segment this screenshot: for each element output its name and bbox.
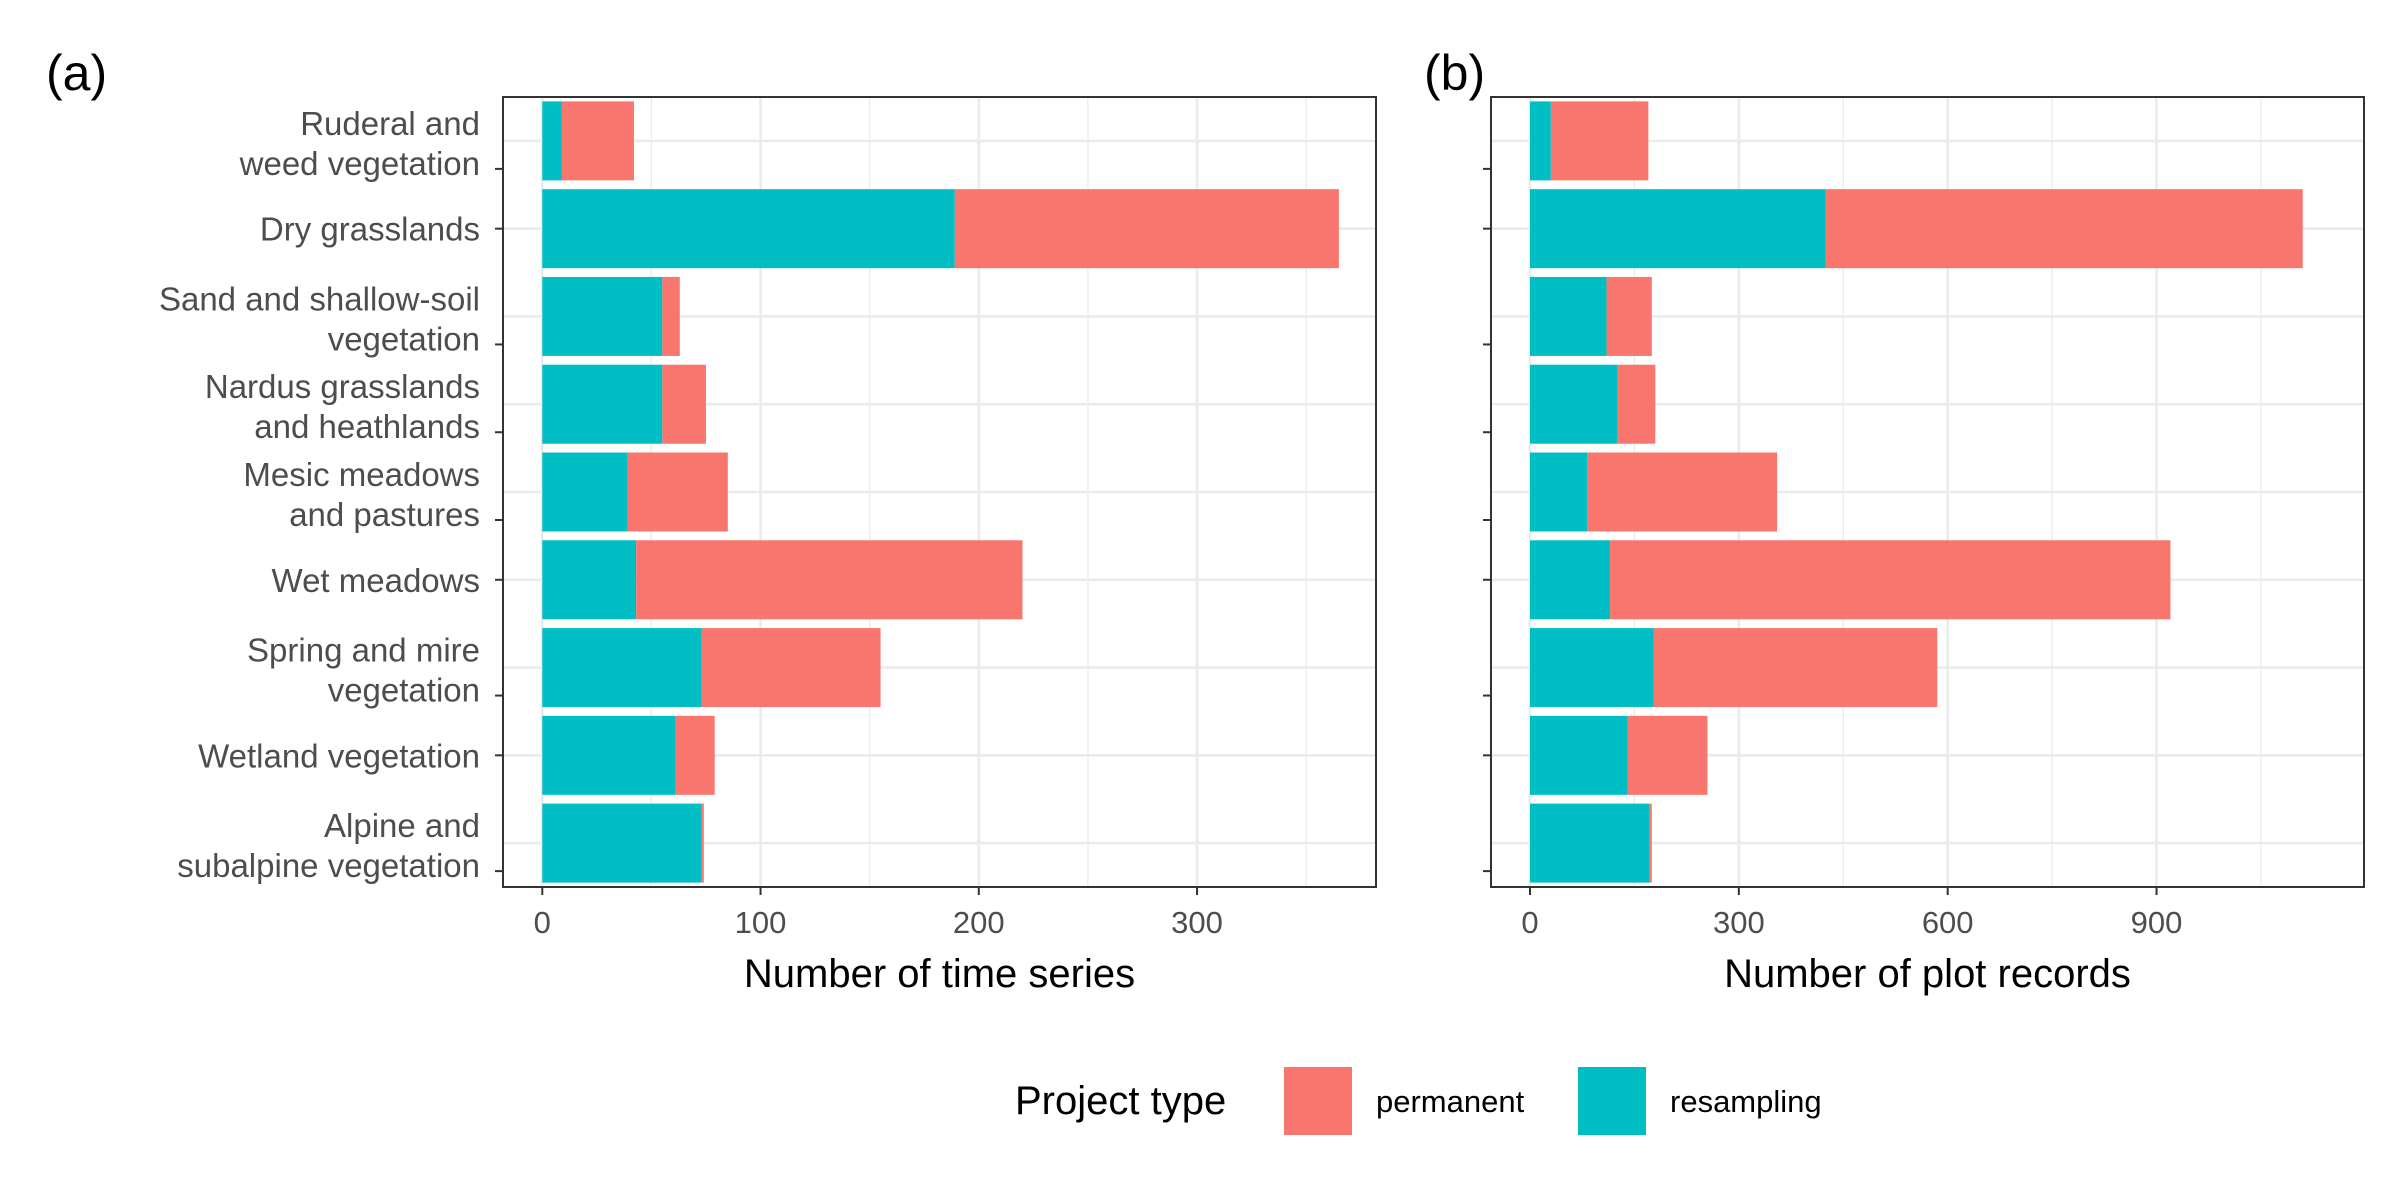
y-category-label: Nardus grasslands <box>205 368 480 405</box>
panel-b-bar-permanent-sand-and-shallow-soil-vegetation <box>1606 276 1652 356</box>
x-tick-label: 200 <box>953 905 1005 940</box>
panel-b-bar-resampling-ruderal-and-weed-vegetation <box>1529 101 1551 181</box>
y-category-label: and pastures <box>289 496 480 533</box>
y-category-label: Mesic meadows <box>243 456 480 493</box>
panel-a-bar-resampling-wetland-vegetation <box>542 715 676 795</box>
panel-b-bar-resampling-mesic-meadows-and-pastures <box>1529 452 1588 532</box>
panel-b-bar-permanent-mesic-meadows-and-pastures <box>1587 452 1778 532</box>
panel-b-bar-resampling-nardus-grasslands-and-heathlands <box>1529 364 1618 444</box>
y-category-label: Dry grasslands <box>260 211 480 248</box>
panel-b-border <box>1490 96 2365 888</box>
y-category-label: Ruderal and <box>300 105 480 142</box>
panel-b-bar-resampling-alpine-and-subalpine-vegetation <box>1529 803 1650 883</box>
y-category-label: vegetation <box>328 320 480 357</box>
panel-b-label: (b) <box>1424 45 1485 101</box>
panel-b-bar-permanent-ruderal-and-weed-vegetation <box>1550 101 1649 181</box>
legend-title: Project type <box>1015 1079 1226 1123</box>
legend-swatch-permanent <box>1284 1067 1352 1135</box>
panel-b-bar-resampling-wet-meadows <box>1529 540 1611 620</box>
y-category-label: Wetland vegetation <box>198 737 480 774</box>
panel-b-bar-permanent-spring-and-mire-vegetation <box>1653 628 1938 708</box>
y-category-label: and heathlands <box>254 408 480 445</box>
panel-a-bar-resampling-sand-and-shallow-soil-vegetation <box>542 276 663 356</box>
panel-a-bars <box>542 101 1339 883</box>
y-category-label: subalpine vegetation <box>177 847 480 884</box>
legend-swatch-resampling <box>1578 1067 1646 1135</box>
legend: Project type permanent resampling <box>1015 1067 1822 1135</box>
panel-b-bar-resampling-dry-grasslands <box>1529 189 1826 269</box>
panel-a-bar-permanent-nardus-grasslands-and-heathlands <box>662 364 706 444</box>
panel-a-bar-permanent-wetland-vegetation <box>675 715 715 795</box>
x-tick-label: 0 <box>534 905 551 940</box>
x-tick-label: 900 <box>2131 905 2183 940</box>
panel-b-plot-records-chart: (b) 0 300 600 900 Number of plot records <box>1424 45 2365 996</box>
panel-a-bar-permanent-spring-and-mire-vegetation <box>701 628 881 708</box>
panel-b-x-axis-title: Number of plot records <box>1724 952 2131 996</box>
panel-a-bar-resampling-spring-and-mire-vegetation <box>542 628 702 708</box>
panel-a-bar-permanent-sand-and-shallow-soil-vegetation <box>662 276 680 356</box>
x-tick-label: 300 <box>1171 905 1223 940</box>
panel-a-bar-permanent-dry-grasslands <box>954 189 1339 269</box>
y-category-label: Spring and mire <box>247 632 480 669</box>
panel-a-bar-permanent-mesic-meadows-and-pastures <box>627 452 728 532</box>
x-tick-label: 0 <box>1521 905 1538 940</box>
panel-a-bar-resampling-alpine-and-subalpine-vegetation <box>542 803 702 883</box>
panel-b-bar-permanent-nardus-grasslands-and-heathlands <box>1617 364 1656 444</box>
x-tick-label: 100 <box>735 905 787 940</box>
x-tick-label: 300 <box>1713 905 1765 940</box>
panel-a-bar-permanent-ruderal-and-weed-vegetation <box>561 101 634 181</box>
panel-a-x-axis-title: Number of time series <box>744 952 1135 996</box>
y-category-label: vegetation <box>328 672 480 709</box>
legend-label-resampling: resampling <box>1670 1084 1822 1119</box>
y-category-label: Alpine and <box>324 807 480 844</box>
panel-a-bar-resampling-dry-grasslands <box>542 189 955 269</box>
panel-b-bar-permanent-alpine-and-subalpine-vegetation <box>1649 803 1652 883</box>
legend-label-permanent: permanent <box>1376 1084 1525 1119</box>
panel-b-bar-permanent-wet-meadows <box>1610 540 2171 620</box>
panel-b-bar-resampling-wetland-vegetation <box>1529 715 1628 795</box>
panel-a-bar-resampling-nardus-grasslands-and-heathlands <box>542 364 663 444</box>
x-tick-label: 600 <box>1922 905 1974 940</box>
panel-a-bar-resampling-mesic-meadows-and-pastures <box>542 452 628 532</box>
y-category-label: Wet meadows <box>272 562 480 599</box>
panel-a-bar-resampling-ruderal-and-weed-vegetation <box>542 101 562 181</box>
y-category-label: Sand and shallow-soil <box>159 280 480 317</box>
panel-a-bar-resampling-wet-meadows <box>542 540 637 620</box>
panel-a-x-axis: 0 100 200 300 <box>534 887 1223 940</box>
panel-b-bar-permanent-dry-grasslands <box>1825 189 2303 269</box>
panel-a-border <box>502 96 1377 888</box>
panel-b-x-axis: 0 300 600 900 <box>1483 167 2183 940</box>
panel-a-bar-permanent-wet-meadows <box>636 540 1023 620</box>
panel-b-bar-resampling-sand-and-shallow-soil-vegetation <box>1529 276 1607 356</box>
panel-b-bar-resampling-spring-and-mire-vegetation <box>1529 628 1654 708</box>
y-category-label: weed vegetation <box>239 145 480 182</box>
panel-b-bar-permanent-wetland-vegetation <box>1627 715 1708 795</box>
panel-a-bar-permanent-alpine-and-subalpine-vegetation <box>701 803 704 883</box>
panel-b-bars <box>1529 101 2303 883</box>
panel-a-label: (a) <box>46 45 107 101</box>
